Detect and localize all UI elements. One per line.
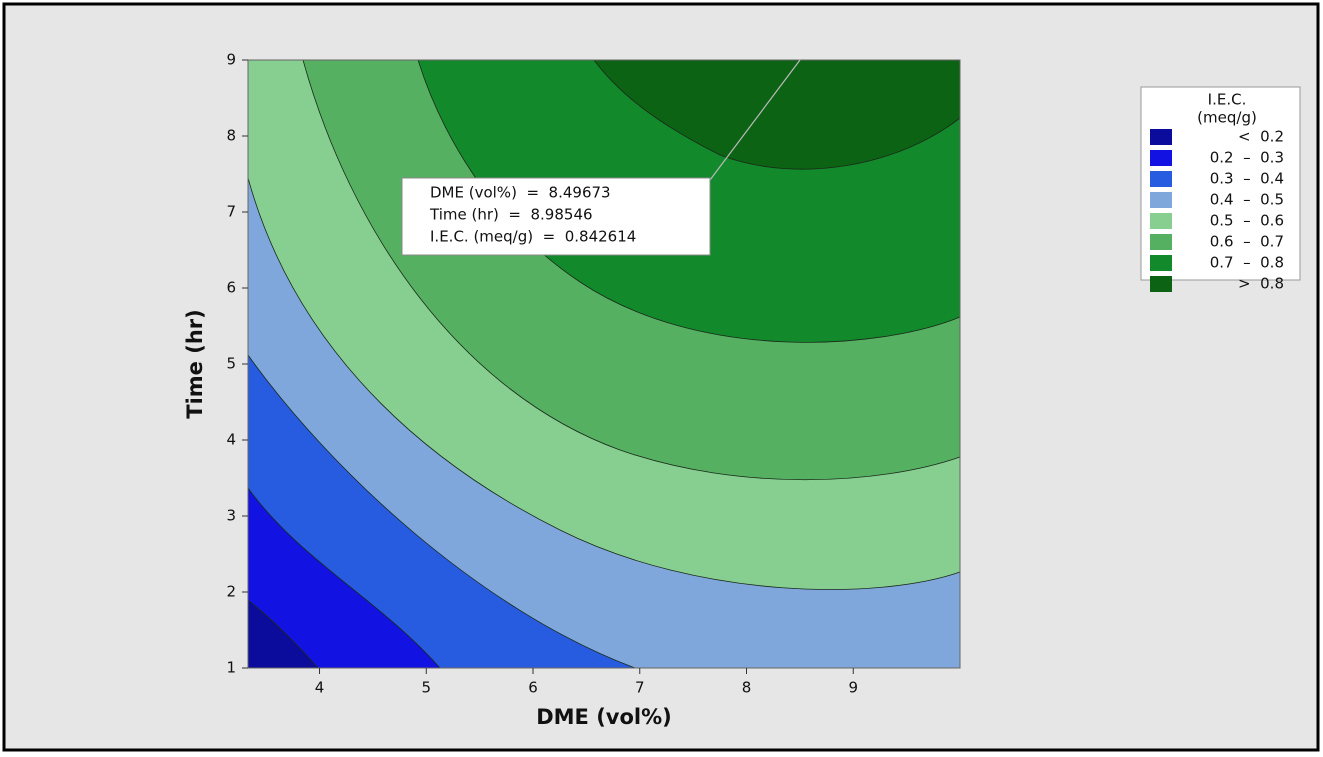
y-tick-label: 2 xyxy=(226,583,236,601)
legend-swatch xyxy=(1150,276,1172,292)
x-axis-label: DME (vol%) xyxy=(536,705,672,729)
legend-swatch xyxy=(1150,234,1172,250)
x-tick-label: 6 xyxy=(528,679,538,697)
annotation-text: Time (hr) = 8.98546 xyxy=(429,206,593,224)
contour-band xyxy=(593,59,961,170)
x-tick-label: 5 xyxy=(421,679,431,697)
legend-swatch xyxy=(1150,192,1172,208)
legend-swatch xyxy=(1150,255,1172,271)
contour-plot xyxy=(247,59,961,669)
y-tick-label: 8 xyxy=(226,127,236,145)
x-tick-label: 4 xyxy=(315,679,325,697)
legend-label: > 0.8 xyxy=(1238,275,1284,293)
y-tick-label: 7 xyxy=(226,203,236,221)
legend-label: 0.3 – 0.4 xyxy=(1210,170,1284,188)
annotation-text: I.E.C. (meq/g) = 0.842614 xyxy=(430,228,636,246)
annotation-box xyxy=(401,177,711,256)
legend-swatch xyxy=(1150,129,1172,145)
y-tick-label: 1 xyxy=(226,659,236,677)
y-axis-label: Time (hr) xyxy=(183,309,207,418)
legend-swatch xyxy=(1150,171,1172,187)
legend-swatch xyxy=(1150,213,1172,229)
legend-label: 0.6 – 0.7 xyxy=(1210,233,1284,251)
legend-title: I.E.C. xyxy=(1208,91,1247,109)
legend-label: 0.4 – 0.5 xyxy=(1210,191,1284,209)
legend-label: 0.7 – 0.8 xyxy=(1210,254,1284,272)
x-tick-label: 9 xyxy=(848,679,858,697)
y-tick-label: 9 xyxy=(226,51,236,69)
legend-label: 0.5 – 0.6 xyxy=(1210,212,1284,230)
legend-label: 0.2 – 0.3 xyxy=(1210,149,1284,167)
x-tick-label: 7 xyxy=(635,679,645,697)
legend-swatch xyxy=(1150,150,1172,166)
x-tick-label: 8 xyxy=(742,679,752,697)
legend-title: (meq/g) xyxy=(1197,109,1257,127)
annotation-leader xyxy=(709,59,801,181)
legend-label: < 0.2 xyxy=(1238,128,1284,146)
y-tick-label: 6 xyxy=(226,279,236,297)
annotation-text: DME (vol%) = 8.49673 xyxy=(430,184,611,202)
y-tick-label: 4 xyxy=(226,431,236,449)
y-tick-label: 3 xyxy=(226,507,236,525)
y-tick-label: 5 xyxy=(226,355,236,373)
